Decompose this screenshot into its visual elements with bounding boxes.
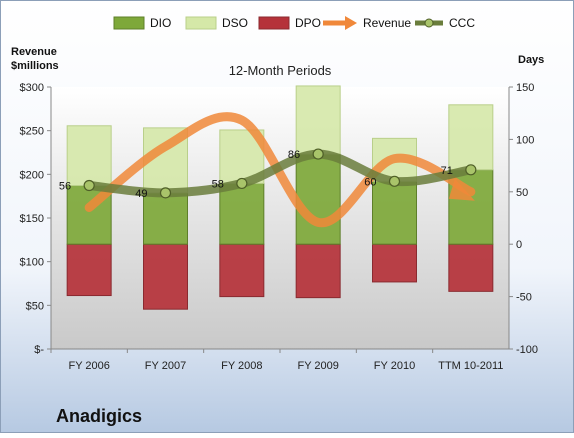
bar-dpo bbox=[372, 243, 417, 283]
left-axis-ticks: $- $50 $100 $150 $200 $250 $300 bbox=[20, 82, 52, 356]
legend-label: CCC bbox=[449, 16, 475, 30]
left-tick-label: $250 bbox=[20, 126, 44, 138]
x-tick-label: TTM 10-2011 bbox=[438, 360, 503, 372]
bar-dso bbox=[66, 125, 112, 187]
bar-dpo bbox=[66, 243, 112, 297]
legend-swatch-arrowhead bbox=[345, 16, 357, 30]
right-axis-label: Days bbox=[518, 54, 544, 66]
right-tick-label: -50 bbox=[516, 292, 532, 304]
legend-label: DIO bbox=[150, 16, 171, 30]
ccc-data-label: 49 bbox=[135, 188, 147, 200]
ccc-data-label: 60 bbox=[364, 176, 376, 188]
lines: 56 49 58 86 60 71 bbox=[59, 112, 477, 228]
legend-label: Revenue bbox=[363, 16, 411, 30]
left-tick-label: $150 bbox=[20, 213, 44, 225]
ccc-data-label: 56 bbox=[59, 181, 71, 193]
legend-label: DPO bbox=[295, 16, 321, 30]
right-tick-label: 0 bbox=[516, 239, 522, 251]
bar-dio bbox=[219, 182, 265, 245]
legend: DIO DSO DPO Revenue CCC bbox=[113, 16, 475, 30]
bar-dso bbox=[295, 85, 341, 155]
legend-swatch bbox=[113, 16, 145, 30]
right-tick-label: -100 bbox=[516, 344, 538, 356]
ccc-point bbox=[312, 148, 324, 160]
revenue-line bbox=[84, 112, 476, 228]
bar-dpo bbox=[143, 243, 188, 310]
legend-swatch-marker bbox=[424, 18, 434, 28]
ccc-data-label: 71 bbox=[441, 165, 453, 177]
bar-dpo bbox=[448, 243, 494, 292]
left-tick-label: $- bbox=[34, 344, 44, 356]
right-axis-ticks: -100 -50 0 50 100 150 bbox=[508, 82, 538, 356]
chart-title: 12-Month Periods bbox=[229, 63, 332, 78]
ccc-point bbox=[388, 175, 401, 187]
company-name: Anadigics bbox=[56, 406, 142, 426]
x-tick-label: FY 2006 bbox=[68, 360, 109, 372]
ccc-data-label: 86 bbox=[288, 149, 300, 161]
legend-swatch bbox=[185, 16, 217, 30]
revenue-arrowhead bbox=[448, 178, 475, 201]
legend-label: DSO bbox=[222, 16, 248, 30]
x-tick-label: FY 2010 bbox=[374, 360, 415, 372]
ccc-point bbox=[83, 179, 95, 192]
bar-dio bbox=[372, 180, 417, 245]
bar-dio bbox=[143, 192, 188, 245]
x-axis-ticks: FY 2006 FY 2007 FY 2008 FY 2009 FY 2010 TTM 1… bbox=[50, 348, 509, 372]
left-tick-label: $50 bbox=[26, 300, 44, 312]
bar-dso bbox=[448, 104, 494, 171]
right-tick-label: 50 bbox=[516, 187, 528, 199]
bar-dpo bbox=[219, 243, 265, 298]
ccc-point bbox=[465, 164, 477, 176]
plot-area bbox=[51, 87, 509, 349]
bar-dio bbox=[295, 153, 341, 245]
bar-dpo bbox=[295, 243, 341, 299]
left-axis-label-line1: Revenue bbox=[11, 46, 57, 58]
right-tick-label: 150 bbox=[516, 82, 534, 94]
x-tick-label: FY 2009 bbox=[297, 360, 338, 372]
ccc-point bbox=[236, 177, 248, 190]
legend-swatch bbox=[258, 16, 290, 30]
left-axis-label-line2: $millions bbox=[11, 60, 59, 72]
right-tick-label: 100 bbox=[516, 134, 534, 146]
x-tick-label: FY 2008 bbox=[221, 360, 262, 372]
left-tick-label: $100 bbox=[20, 257, 44, 269]
left-tick-label: $200 bbox=[20, 169, 44, 181]
ccc-data-label: 58 bbox=[212, 178, 224, 190]
ccc-point bbox=[159, 187, 172, 199]
left-tick-label: $300 bbox=[20, 82, 44, 94]
x-tick-label: FY 2007 bbox=[145, 360, 186, 372]
